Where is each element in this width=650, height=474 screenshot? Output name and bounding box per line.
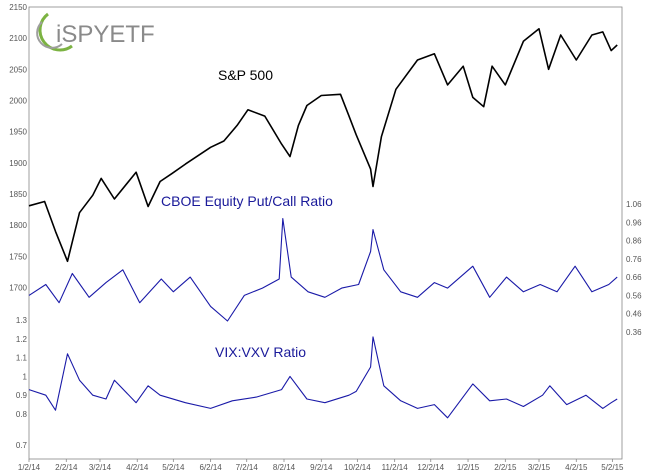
x-tick-label: 10/2/14: [344, 463, 371, 472]
logo-swirl-icon: [36, 12, 73, 52]
x-tick-label: 12/2/14: [417, 463, 444, 472]
right-tick-label: 0.76: [626, 255, 642, 264]
left-tick-label: 1750: [9, 252, 27, 261]
annotation-vix-vxv: VIX:VXV Ratio: [215, 344, 306, 360]
x-tick-label: 4/2/15: [565, 463, 588, 472]
x-tick-label: 1/2/15: [457, 463, 480, 472]
left-tick-label: 0.7: [16, 441, 28, 450]
right-tick-label: 0.56: [626, 291, 642, 300]
right-axis: 1.06 0.96 0.86 0.76 0.66 0.56 0.46 0.36: [626, 200, 642, 337]
x-tick-label: 4/2/14: [126, 463, 149, 472]
x-axis: 1/2/14 2/2/14 3/2/14 4/2/14 5/2/14 6/2/14 7/2/…: [18, 459, 624, 472]
x-tick-label: 6/2/14: [200, 463, 223, 472]
series-layer: [28, 27, 618, 419]
left-tick-label: 1: [23, 372, 28, 381]
x-tick-label: 3/2/14: [89, 463, 112, 472]
logo: iSPYETF: [36, 12, 155, 52]
right-tick-label: 0.66: [626, 273, 642, 282]
x-tick-label: 5/2/14: [162, 463, 185, 472]
left-tick-label: 0.9: [16, 391, 28, 400]
left-tick-label: 1.2: [16, 335, 28, 344]
left-tick-label: 1850: [9, 190, 27, 199]
left-axis: 1850 1900 1950 2000 2050 2100 2150 1800 1750 1700…: [9, 3, 27, 450]
annotation-sp500: S&P 500: [218, 67, 273, 83]
left-tick-label: 2150: [9, 3, 27, 12]
right-tick-label: 0.86: [626, 237, 642, 246]
left-tick-label: 1.1: [16, 354, 28, 363]
x-tick-label: 7/2/14: [236, 463, 259, 472]
x-tick-label: 8/2/14: [273, 463, 296, 472]
x-tick-label: 1/2/14: [18, 463, 41, 472]
right-tick-label: 0.46: [626, 310, 642, 319]
left-tick-label: 1800: [9, 221, 27, 230]
left-tick-label: 2000: [9, 97, 27, 106]
put-call-ratio-line: [28, 218, 618, 322]
x-tick-label: 2/2/15: [494, 463, 517, 472]
x-tick-label: 9/2/14: [310, 463, 333, 472]
vix-vxv-ratio-line: [28, 336, 618, 419]
x-tick-label: 5/2/15: [601, 463, 624, 472]
left-tick-label: 1.3: [16, 316, 28, 325]
left-tick-label: 1700: [9, 284, 27, 293]
left-tick-label: 0.8: [16, 410, 28, 419]
left-tick-label: 1950: [9, 128, 27, 137]
annotation-put-call: CBOE Equity Put/Call Ratio: [161, 193, 333, 209]
logo-text: iSPYETF: [56, 21, 155, 48]
left-tick-label: 1900: [9, 159, 27, 168]
sp500-line: [28, 27, 618, 263]
right-tick-label: 0.36: [626, 328, 642, 337]
plot-frame: [28, 6, 623, 460]
x-tick-label: 3/2/15: [528, 463, 551, 472]
x-tick-label: 11/2/14: [382, 463, 409, 472]
left-tick-label: 2100: [9, 34, 27, 43]
right-tick-label: 0.96: [626, 218, 642, 227]
left-tick-label: 2050: [9, 65, 27, 74]
x-tick-label: 2/2/14: [55, 463, 78, 472]
right-tick-label: 1.06: [626, 200, 642, 209]
